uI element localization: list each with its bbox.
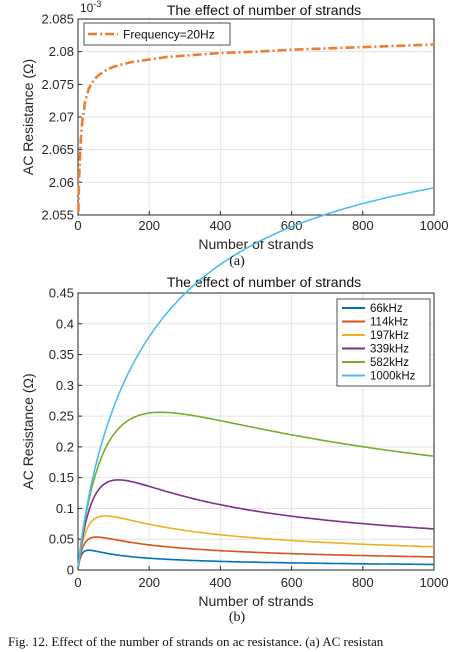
y-tick-label: 2.07 (49, 110, 74, 125)
x-tick-label: 600 (281, 575, 303, 590)
y-axis-label: AC Resistance (Ω) (20, 59, 36, 175)
chart-title: The effect of number of strands (167, 274, 361, 290)
x-tick-label: 400 (210, 575, 232, 590)
legend-label: 1000kHz (370, 371, 416, 383)
chart-b: 0 200 400 600 800 1000 0 0.05 0.1 0.15 0.2 0.25 0.3 0… (20, 187, 449, 609)
y-tick-label: 0.45 (49, 286, 74, 301)
chart-a: 0 200 400 600 800 10002.0552.062.0652.072.075… (20, 0, 448, 252)
series-line-339khz (77, 479, 435, 567)
x-tick-label: 1000 (420, 218, 449, 233)
series-line-582khz (77, 411, 435, 566)
y-tick-label: 0.2 (56, 439, 74, 454)
y-tick-label: 0 (67, 563, 74, 578)
legend-label: Frequency=20Hz (123, 28, 215, 42)
caption-a: (a) (229, 254, 245, 269)
x-axis-label: Number of strands (198, 593, 313, 609)
y-tick-label: 0.3 (56, 378, 74, 393)
y-tick-label: 2.08 (49, 44, 74, 59)
y-tick-label: 2.065 (41, 142, 74, 157)
series-line-197khz (77, 515, 435, 567)
x-tick-label: 1000 (420, 575, 449, 590)
legend-label: 114kHz (370, 317, 408, 329)
y-tick-label: 0.25 (49, 409, 74, 424)
x-tick-label: 400 (210, 218, 232, 233)
series-line-66khz (77, 549, 434, 568)
y-tick-label: 2.055 (41, 208, 74, 223)
x-tick-label: 0 (74, 575, 81, 590)
legend-box (83, 22, 231, 46)
legend-box (336, 298, 431, 387)
series-line-frequency-20hz (77, 43, 435, 212)
legend: Frequency=20Hz (83, 22, 231, 46)
y-tick-label: 2.06 (49, 175, 74, 190)
x-tick-label: 200 (138, 575, 160, 590)
y-tick-label: 0.4 (56, 316, 74, 331)
y-tick-label: 0.15 (49, 470, 74, 485)
x-tick-label: 0 (74, 218, 81, 233)
legend-label: 197kHz (370, 330, 409, 342)
plot-frame (77, 292, 435, 571)
y-tick-label: 0.1 (56, 501, 74, 516)
x-axis-label: Number of strands (198, 236, 313, 252)
legend-label: 339kHz (370, 344, 409, 356)
y-axis-label: AC Resistance (Ω) (20, 373, 36, 489)
figure-caption: Fig. 12. Effect of the number of strands… (8, 634, 384, 649)
x-tick-label: 800 (352, 218, 374, 233)
caption-b: (b) (228, 610, 246, 625)
legend-label: 582kHz (370, 357, 409, 369)
x-tick-label: 200 (138, 218, 160, 233)
y-axis-multiplier: 10-3 (80, 0, 101, 15)
x-tick-label: 800 (352, 575, 374, 590)
y-tick-label: 0.35 (49, 347, 74, 362)
series-line-1000khz (77, 187, 435, 566)
series-line-114khz (77, 536, 434, 567)
chart-title: The effect of number of strands (167, 2, 361, 18)
y-tick-label: 2.085 (41, 12, 74, 27)
y-tick-label: 2.075 (41, 77, 74, 92)
y-tick-label: 0.05 (49, 532, 74, 547)
legend-label: 66kHz (370, 303, 403, 315)
